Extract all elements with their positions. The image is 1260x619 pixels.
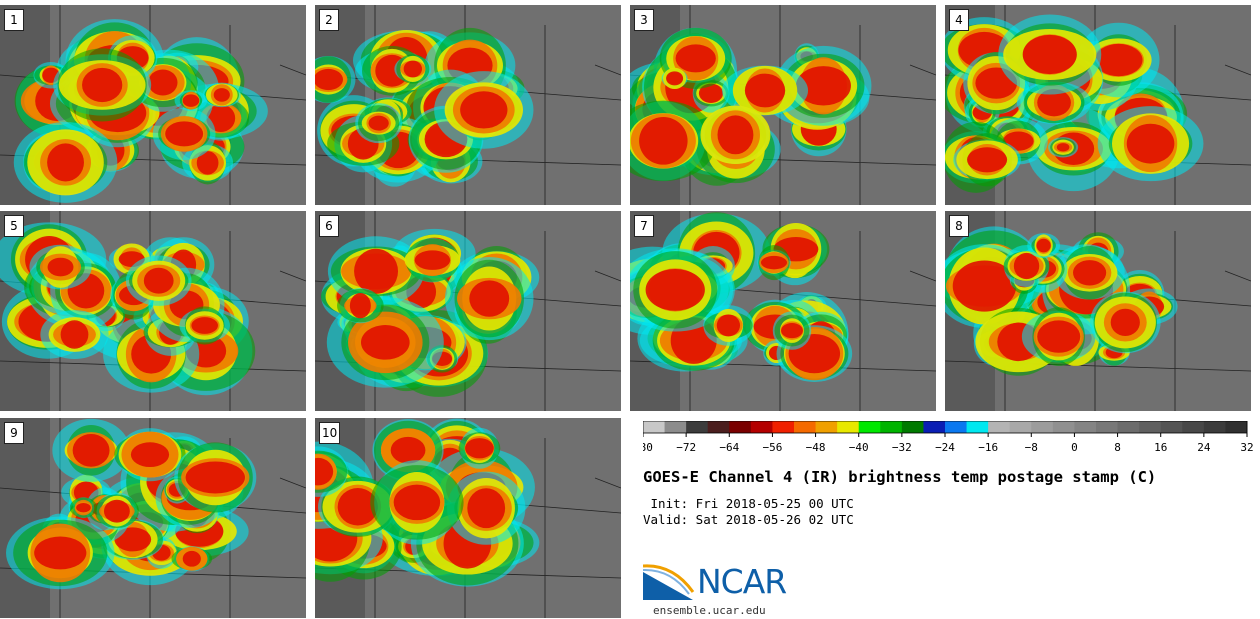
colorbar-swatch [1182,421,1205,433]
ir-satellite-map [315,211,621,411]
colorbar-tick-label: 8 [1114,441,1121,454]
panel-number-label: 6 [319,215,339,237]
forecast-panel: 3 [630,5,936,205]
forecast-panel: 7 [630,211,936,411]
panel-number-label: 2 [319,9,339,31]
ncar-logo-mark [642,564,695,600]
forecast-panel: 4 [945,5,1251,205]
ir-satellite-map [630,5,936,205]
panel-number-label: 9 [4,422,24,444]
colorbar-swatch [686,421,709,433]
colorbar-swatch [945,421,968,433]
ir-satellite-map [0,5,306,205]
colorbar-swatch [1096,421,1119,433]
colorbar-swatch [1031,421,1054,433]
valid-time: Valid: Sat 2018-05-26 02 UTC [643,512,854,527]
colorbar-tick-label: −56 [762,441,782,454]
forecast-panel: 9 [0,418,306,618]
colorbar-swatch [837,421,860,433]
colorbar-swatch [923,421,946,433]
ncar-logo: NCAR [642,562,803,606]
colorbar-swatch [1052,421,1075,433]
forecast-panel: 8 [945,211,1251,411]
colorbar-tick-label: 0 [1071,441,1078,454]
website-url: ensemble.ucar.edu [653,604,766,617]
ir-satellite-map [0,418,306,618]
colorbar-tick-label: −80 [643,441,653,454]
colorbar-swatch [1225,421,1248,433]
colorbar-swatch [815,421,838,433]
colorbar-swatch [1074,421,1097,433]
forecast-panel: 6 [315,211,621,411]
colorbar-tick-label: −32 [892,441,912,454]
colorbar-tick-label: 24 [1197,441,1211,454]
colorbar-tick-label: −8 [1025,441,1038,454]
forecast-panel: 1 [0,5,306,205]
forecast-panel: 10 [315,418,621,618]
colorbar-swatch [1117,421,1140,433]
ir-satellite-map [945,211,1251,411]
ir-satellite-map [315,418,621,618]
colorbar-swatch [1009,421,1032,433]
colorbar-tick-label: 16 [1154,441,1167,454]
colorbar-tick-label: −48 [806,441,826,454]
ncar-logo-text: NCAR [697,562,787,601]
init-time: Init: Fri 2018-05-25 00 UTC [643,496,854,511]
colorbar-swatch [643,421,666,433]
colorbar-swatch [858,421,881,433]
colorbar-swatch [1139,421,1162,433]
colorbar-swatch [707,421,730,433]
colorbar-swatch [664,421,687,433]
colorbar-swatch [1203,421,1226,433]
colorbar-swatch [1160,421,1183,433]
ir-satellite-map [315,5,621,205]
colorbar-swatch [794,421,817,433]
colorbar-tick-label: −72 [676,441,696,454]
colorbar-swatch [988,421,1011,433]
colorbar-tick-label: −64 [719,441,739,454]
colorbar-swatch [729,421,752,433]
figure-title: GOES-E Channel 4 (IR) brightness temp po… [643,468,1157,486]
ir-satellite-map [0,211,306,411]
colorbar-swatch [880,421,903,433]
forecast-panel: 2 [315,5,621,205]
panel-number-label: 10 [319,422,341,444]
colorbar-tick-label: −40 [849,441,869,454]
colorbar-swatch [772,421,795,433]
colorbar-tick-label: −24 [935,441,955,454]
forecast-panel: 5 [0,211,306,411]
colorbar-tick-label: 32 [1240,441,1253,454]
colorbar-swatch [966,421,989,433]
panel-number-label: 3 [634,9,654,31]
ir-satellite-map [945,5,1251,205]
colorbar-tick-label: −16 [978,441,998,454]
panel-number-label: 7 [634,215,654,237]
panel-number-label: 8 [949,215,969,237]
panel-number-label: 4 [949,9,969,31]
panel-number-label: 5 [4,215,24,237]
panel-number-label: 1 [4,9,24,31]
colorbar-swatch [901,421,924,433]
colorbar-swatch [750,421,773,433]
ir-satellite-map [630,211,936,411]
